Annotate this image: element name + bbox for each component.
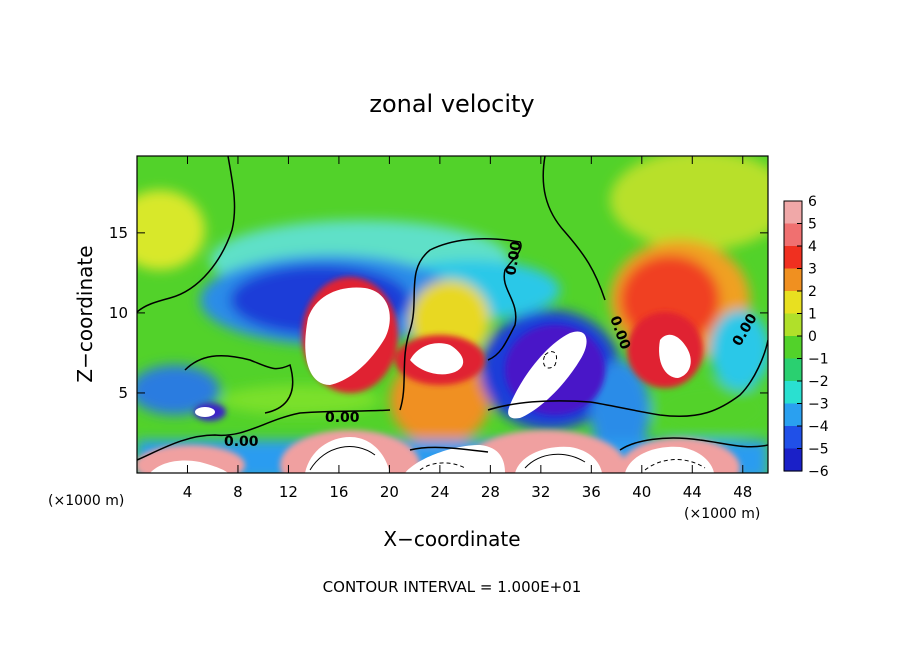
colorbar-swatch [784, 330, 802, 337]
x-tick-label: 48 [733, 483, 752, 501]
contour-label: 0.00 [503, 240, 525, 277]
colorbar-swatch [784, 392, 802, 399]
y-tick-label: 15 [109, 224, 128, 242]
colorbar-swatch [784, 336, 802, 343]
colorbar-swatch [784, 386, 802, 393]
x-unit-left: (×1000 m) [48, 493, 124, 509]
x-tick-label: 40 [632, 483, 651, 501]
x-tick-label: 16 [329, 483, 348, 501]
colorbar-swatch [784, 459, 802, 466]
colorbar-swatch [784, 364, 802, 371]
x-axis: 4 8 12 16 20 24 28 32 36 40 44 48 [183, 156, 752, 501]
colorbar-tick-label: 4 [808, 239, 817, 255]
colorbar-swatch [784, 442, 802, 450]
y-tick-label: 5 [118, 384, 128, 402]
colorbar-swatch [784, 352, 802, 360]
x-tick-label: 36 [582, 483, 601, 501]
colorbar-swatch [784, 341, 802, 348]
colorbar-tick-label: −6 [808, 464, 829, 480]
colorbar-tick-label: −4 [808, 419, 829, 435]
y-axis-label: Z−coordinate [73, 245, 97, 382]
colorbar-swatch [784, 431, 802, 438]
velocity-field [137, 156, 768, 473]
colorbar-swatch [784, 465, 802, 472]
colorbar-swatch [784, 420, 802, 427]
colorbar-swatch [784, 234, 802, 241]
colorbar-swatch [784, 403, 802, 410]
colorbar-swatch [784, 426, 802, 433]
colorbar-swatch [784, 201, 802, 208]
x-tick-label: 24 [430, 483, 449, 501]
colorbar-swatch [784, 206, 802, 213]
x-tick-label: 12 [279, 483, 298, 501]
colorbar-swatch [784, 409, 802, 416]
colorbar-swatch [784, 313, 802, 320]
x-tick-label: 20 [380, 483, 399, 501]
colorbar-swatch [784, 437, 802, 444]
x-tick-label: 8 [233, 483, 243, 501]
colorbar-tick-label: 6 [808, 194, 817, 210]
colorbar-swatch [784, 212, 802, 219]
colorbar-tick-label: −2 [808, 374, 829, 390]
colorbar-swatch [784, 347, 802, 354]
colorbar-swatch [784, 257, 802, 264]
contour-label: 0.00 [224, 434, 259, 450]
colorbar-swatch [784, 369, 802, 376]
colorbar-tick-label: 3 [808, 262, 817, 278]
colorbar-swatch [784, 274, 802, 281]
contour-interval-note: CONTOUR INTERVAL = 1.000E+01 [323, 578, 582, 596]
colorbar-tick-label: 1 [808, 307, 817, 323]
colorbar-swatch [784, 375, 802, 382]
x-tick-label: 32 [531, 483, 550, 501]
colorbar-swatch [784, 454, 802, 461]
colorbar-swatch [784, 291, 802, 298]
colorbar-swatch [784, 307, 802, 315]
colorbar-tick-label: 5 [808, 217, 817, 233]
colorbar-swatch [784, 381, 802, 388]
x-axis-label: X−coordinate [383, 527, 520, 551]
colorbar-swatch [784, 240, 802, 247]
colorbar-swatch [784, 246, 802, 253]
x-tick-label: 4 [183, 483, 193, 501]
colorbar-tick-label: 2 [808, 284, 817, 300]
colorbar-swatch [784, 285, 802, 292]
colorbar-swatch [784, 217, 802, 225]
colorbar-swatch [784, 302, 802, 309]
x-unit-right: (×1000 m) [684, 506, 760, 522]
plot-frame [136, 155, 769, 474]
y-tick-label: 10 [109, 304, 128, 322]
x-tick-label: 28 [481, 483, 500, 501]
contour-label: 0.00 [325, 410, 360, 426]
colorbar-tick-label: −5 [808, 442, 829, 458]
colorbar-tick-label: −3 [808, 397, 829, 413]
colorbar-swatch [784, 268, 802, 275]
x-tick-label: 44 [683, 483, 702, 501]
colorbar-swatch [784, 223, 802, 230]
colorbar-swatch [784, 414, 802, 421]
colorbar: 6 5 4 3 2 1 0 −1 −2 −3 −4 −5 −6 [783, 194, 829, 480]
colorbar-swatch [784, 279, 802, 286]
colorbar-swatch [784, 319, 802, 326]
colorbar-swatch [784, 448, 802, 455]
colorbar-swatch [784, 262, 802, 270]
colorbar-swatch [784, 324, 802, 331]
colorbar-swatch [784, 358, 802, 365]
colorbar-swatch [784, 251, 802, 258]
colorbar-tick-label: 0 [808, 329, 817, 345]
y-axis: 5 10 15 [109, 224, 768, 402]
colorbar-tick-label: −1 [808, 352, 829, 368]
colorbar-swatch [784, 229, 802, 236]
colorbar-swatch [784, 397, 802, 405]
chart-title: zonal velocity [369, 90, 534, 118]
colorbar-swatch [784, 296, 802, 303]
zero-contours [137, 156, 768, 471]
